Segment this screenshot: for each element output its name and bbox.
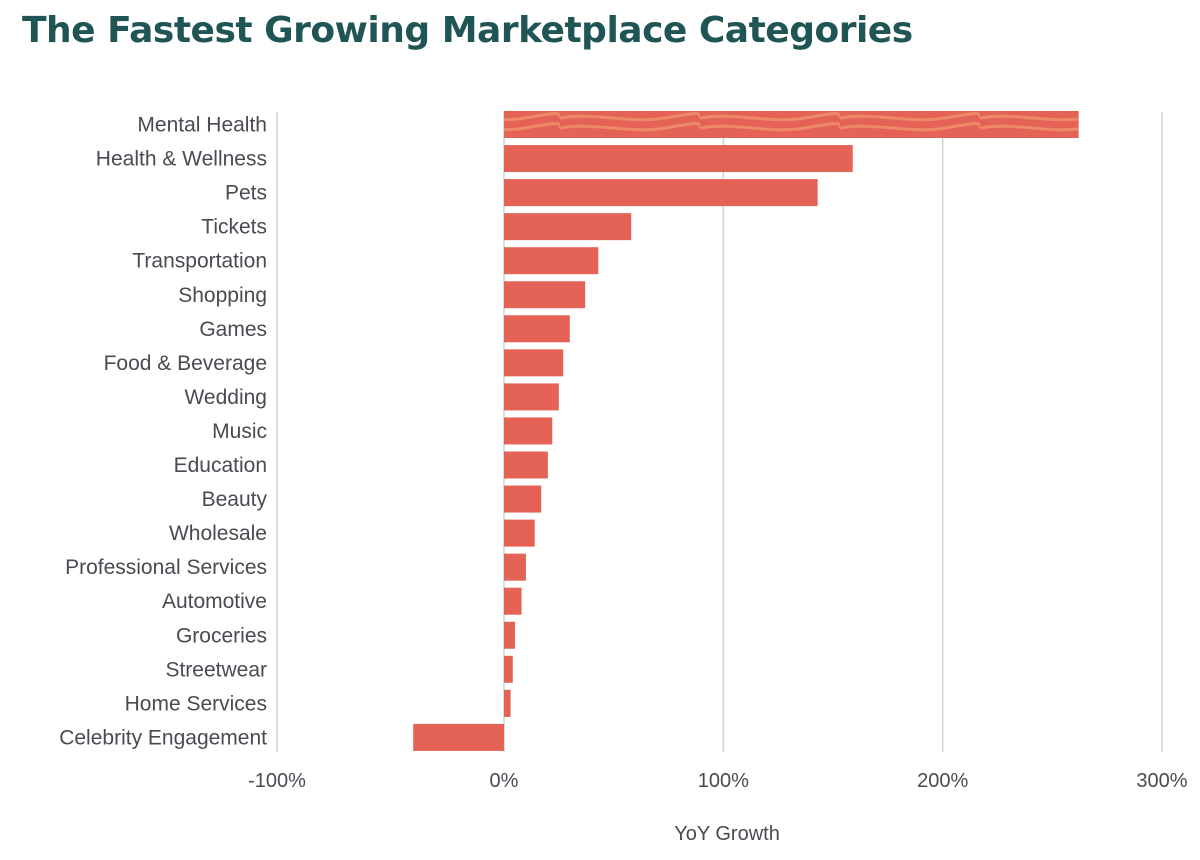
x-tick-labels: -100% 0% 100% 200% 300% — [248, 770, 1188, 792]
category-label-6: Games — [199, 318, 267, 341]
x-tick-label-4: 300% — [1136, 770, 1187, 792]
bar-10 — [504, 451, 548, 479]
category-label-15: Groceries — [176, 624, 267, 647]
bar-7 — [504, 349, 564, 377]
category-label-3: Tickets — [201, 216, 267, 239]
bar-6 — [504, 315, 570, 343]
chart-title: The Fastest Growing Marketplace Categori… — [22, 10, 913, 51]
bar-3 — [504, 213, 632, 241]
x-axis-title: YoY Growth — [674, 823, 780, 845]
bar-11 — [504, 485, 542, 513]
category-label-5: Shopping — [178, 284, 267, 307]
bar-8 — [504, 383, 559, 411]
x-tick-label-0: -100% — [248, 770, 306, 792]
category-label-17: Home Services — [125, 692, 267, 715]
category-label-1: Health & Wellness — [96, 148, 267, 171]
bar-12 — [504, 519, 535, 547]
bar-17 — [504, 689, 511, 717]
category-label-13: Professional Services — [65, 556, 267, 579]
bar-16 — [504, 655, 513, 683]
category-label-14: Automotive — [162, 590, 267, 613]
category-labels: Mental Health Health & Wellness Pets Ticket… — [59, 114, 267, 750]
category-label-11: Beauty — [202, 488, 268, 511]
x-tick-label-2: 100% — [698, 770, 749, 792]
category-label-18: Celebrity Engagement — [59, 726, 267, 749]
bar-4 — [504, 247, 599, 275]
bar-13 — [504, 553, 526, 581]
bar-5 — [504, 281, 586, 309]
x-tick-label-3: 200% — [917, 770, 968, 792]
x-tick-label-1: 0% — [490, 770, 519, 792]
category-label-0: Mental Health — [137, 114, 267, 137]
bar-14 — [504, 587, 522, 615]
category-label-7: Food & Beverage — [104, 352, 267, 375]
category-label-8: Wedding — [184, 386, 267, 409]
category-label-12: Wholesale — [169, 522, 267, 545]
category-label-10: Education — [174, 454, 267, 477]
bar-18 — [413, 723, 504, 751]
category-label-4: Transportation — [132, 250, 267, 273]
bar-1 — [504, 145, 853, 173]
category-label-2: Pets — [225, 182, 267, 205]
category-label-9: Music — [212, 420, 267, 443]
bars — [413, 111, 1079, 751]
category-label-16: Streetwear — [165, 658, 267, 681]
bar-2 — [504, 179, 818, 207]
bar-9 — [504, 417, 553, 445]
bar-0-texture — [504, 111, 1079, 138]
bar-15 — [504, 621, 515, 649]
gridlines — [276, 112, 1163, 752]
